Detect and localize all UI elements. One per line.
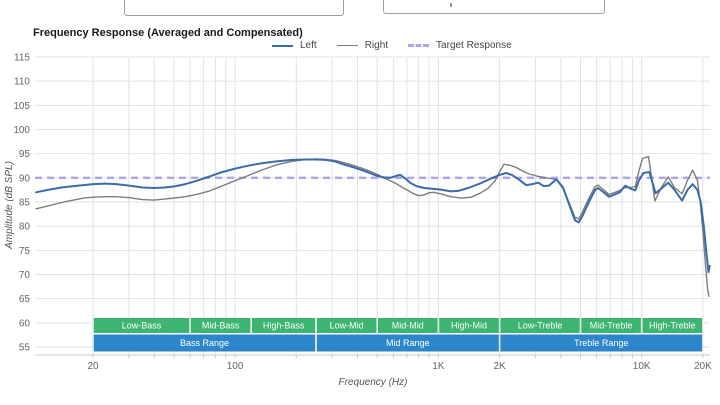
y-tick-label: 65 — [19, 294, 31, 305]
y-tick-label: 55 — [19, 343, 31, 354]
subrange-band-label: High-Bass — [263, 321, 305, 331]
y-tick-label: 100 — [13, 125, 30, 136]
subrange-band — [378, 318, 438, 333]
right-line-swatch — [336, 45, 358, 46]
grid — [35, 56, 710, 358]
legend-label-right: Right — [364, 40, 389, 51]
x-axis-title: Frequency (Hz) — [339, 377, 408, 388]
left-line-swatch — [272, 44, 293, 47]
subrange-band-label: Mid-Bass — [202, 321, 240, 331]
tick-labels: 115 110 105 100 95 90 85 80 75 70 65 60 55 20 100 1K 2K 1… — [13, 53, 712, 373]
subrange-band — [190, 318, 251, 333]
range-band-label: Mid Range — [386, 338, 430, 348]
y-tick-label: 115 — [14, 53, 30, 64]
x-tick-label: 1K — [432, 361, 445, 372]
range-bands: Low-Bass Mid-Bass High-Bass Low-Mid Mid-Mid H… — [93, 318, 703, 352]
x-tick-label: 10K — [633, 361, 651, 372]
subrange-band-label: Mid-Mid — [392, 321, 424, 331]
subrange-band — [500, 318, 580, 333]
y-tick-label: 70 — [19, 270, 31, 281]
subrange-band — [581, 318, 641, 333]
legend-label-left: Left — [300, 40, 317, 51]
legend: Left Right Target Response — [272, 40, 512, 51]
chart-title: Frequency Response (Averaged and Compens… — [33, 27, 303, 39]
top-dropdown-box-2[interactable] — [383, 0, 605, 14]
y-tick-label: 110 — [14, 77, 30, 88]
legend-item-right[interactable]: Right — [336, 40, 389, 51]
legend-label-target: Target Response — [436, 40, 512, 51]
x-tick-label: 2K — [493, 361, 506, 372]
y-tick-label: 105 — [13, 101, 30, 112]
subrange-band — [316, 318, 377, 333]
range-band-label: Bass Range — [180, 338, 229, 348]
subrange-band-label: Low-Treble — [518, 321, 563, 331]
y-axis-title: Amplitude (dB SPL) — [4, 161, 15, 250]
dropdown-caret-mark — [450, 3, 452, 7]
left-curve — [35, 158, 711, 274]
subrange-band — [642, 318, 703, 333]
range-band — [93, 334, 316, 352]
y-tick-label: 90 — [19, 173, 31, 184]
subrange-band-label: Mid-Treble — [590, 321, 633, 331]
range-band-label: Treble Range — [574, 338, 628, 348]
x-tick-label: 100 — [227, 361, 244, 372]
range-band — [500, 334, 703, 352]
legend-item-left[interactable]: Left — [272, 40, 317, 51]
y-tick-label: 75 — [19, 246, 31, 257]
top-dropdown-box-1[interactable] — [124, 0, 344, 16]
subrange-band-label: High-Mid — [451, 321, 487, 331]
subrange-band — [93, 318, 190, 333]
subrange-band — [439, 318, 499, 333]
x-tick-label: 20K — [694, 361, 712, 372]
subrange-band-label: Low-Mid — [330, 321, 364, 331]
subrange-band — [251, 318, 316, 333]
y-tick-label: 95 — [19, 149, 31, 160]
right-curve — [35, 155, 710, 297]
y-tick-label: 85 — [19, 198, 31, 209]
subrange-band-label: Low-Bass — [122, 321, 162, 331]
y-tick-label: 80 — [19, 222, 31, 233]
x-tick-label: 20 — [87, 361, 99, 372]
target-line-swatch — [408, 44, 430, 47]
subrange-band-label: High-Treble — [649, 321, 696, 331]
range-band — [316, 334, 499, 352]
y-tick-label: 60 — [19, 318, 31, 329]
legend-item-target[interactable]: Target Response — [408, 40, 512, 51]
